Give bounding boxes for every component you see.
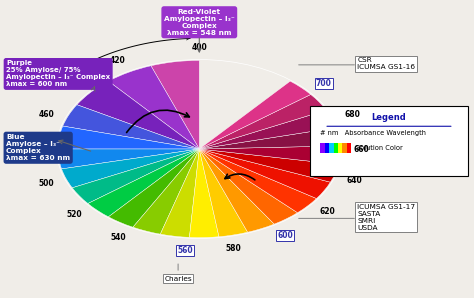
Bar [338, 143, 342, 153]
Wedge shape [199, 110, 337, 149]
Text: CSR
ICUMSA GS1-16: CSR ICUMSA GS1-16 [357, 58, 415, 71]
Text: 440: 440 [67, 79, 82, 88]
Text: 640: 640 [346, 176, 362, 185]
Text: 540: 540 [110, 233, 126, 242]
Bar [334, 143, 338, 153]
Wedge shape [72, 149, 199, 204]
Text: Blue
Amylose – I₃⁻
Complex
λmax = 630 nm: Blue Amylose – I₃⁻ Complex λmax = 630 nm [6, 134, 70, 161]
Wedge shape [199, 146, 341, 164]
Wedge shape [151, 60, 199, 149]
Wedge shape [109, 149, 199, 227]
Wedge shape [58, 126, 199, 149]
Wedge shape [58, 149, 199, 169]
Text: Solution Color: Solution Color [356, 145, 402, 151]
Wedge shape [133, 149, 199, 234]
Bar [329, 143, 334, 153]
Text: # nm   Absorbance Wavelength: # nm Absorbance Wavelength [320, 131, 427, 136]
Text: 480: 480 [29, 145, 45, 153]
Wedge shape [62, 149, 199, 188]
Text: 400: 400 [191, 43, 207, 52]
Wedge shape [77, 81, 199, 149]
Text: Purple
25% Amylose/ 75%
Amylopectin – I₃⁻ Complex
λmax = 600 nm: Purple 25% Amylose/ 75% Amylopectin – I₃… [6, 60, 110, 87]
Text: 620: 620 [319, 207, 335, 216]
Text: Red-Violet
Amylopectin – I₃⁻
Complex
λmax = 548 nm: Red-Violet Amylopectin – I₃⁻ Complex λma… [164, 9, 235, 36]
Wedge shape [199, 149, 274, 232]
Text: 420: 420 [110, 56, 126, 65]
Wedge shape [199, 81, 310, 149]
Wedge shape [199, 149, 330, 198]
Wedge shape [199, 149, 317, 213]
Wedge shape [199, 149, 298, 224]
Text: 660: 660 [354, 145, 370, 153]
Bar [325, 143, 329, 153]
Text: 560: 560 [177, 246, 193, 255]
Wedge shape [190, 149, 219, 238]
Wedge shape [63, 105, 199, 149]
Wedge shape [109, 66, 199, 149]
Wedge shape [160, 149, 199, 237]
Text: 460: 460 [39, 110, 55, 119]
Text: Charles: Charles [164, 276, 192, 282]
Text: 680: 680 [344, 110, 360, 119]
Wedge shape [199, 149, 338, 182]
Text: 520: 520 [67, 210, 82, 219]
Wedge shape [199, 128, 341, 149]
Wedge shape [199, 149, 247, 237]
FancyBboxPatch shape [310, 106, 468, 176]
Text: Legend: Legend [372, 113, 406, 122]
Text: 500: 500 [39, 179, 55, 188]
Bar [342, 143, 346, 153]
Text: 700: 700 [316, 79, 332, 88]
Wedge shape [199, 94, 327, 149]
Text: ICUMSA GS1-17
SASTA
SMRI
USDA: ICUMSA GS1-17 SASTA SMRI USDA [357, 204, 415, 231]
Wedge shape [88, 149, 199, 217]
Text: 580: 580 [225, 244, 241, 253]
Bar [346, 143, 351, 153]
Bar [320, 143, 325, 153]
Text: 600: 600 [278, 231, 293, 240]
